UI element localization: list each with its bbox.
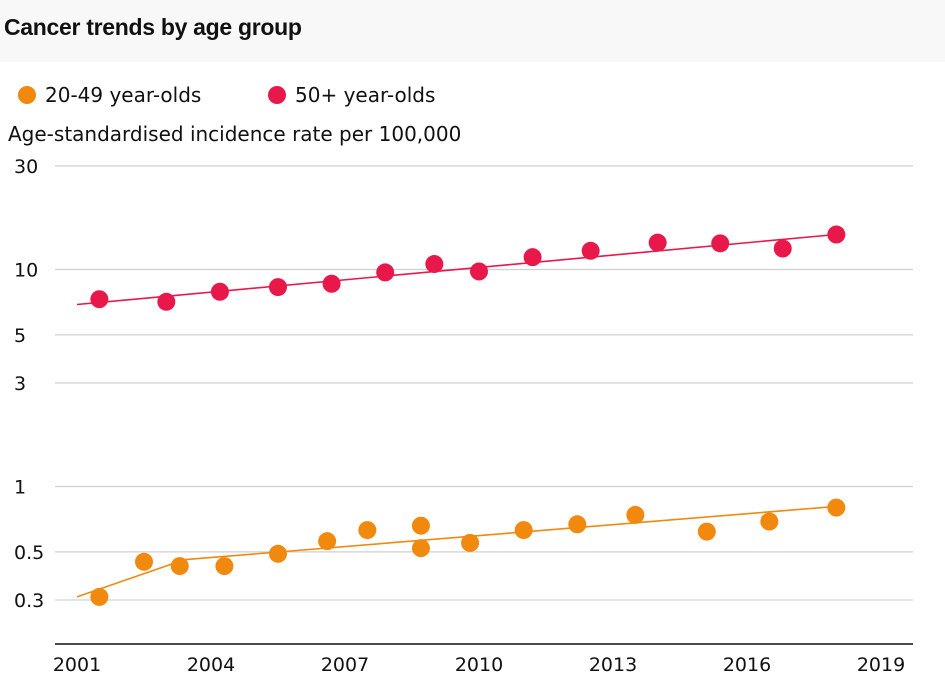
y-tick-label: 0.3	[14, 590, 44, 612]
data-point-series-0	[135, 552, 153, 571]
data-point-series-0	[626, 505, 645, 524]
trend-line-series-1	[76, 233, 837, 306]
data-point-series-0	[318, 532, 337, 551]
data-point-series-1	[711, 234, 730, 253]
y-tick-label: 5	[14, 325, 26, 347]
chart-title: Cancer trends by age group	[4, 14, 302, 40]
data-point-series-0	[170, 557, 189, 576]
data-point-series-0	[827, 498, 846, 517]
data-point-series-0	[215, 557, 234, 576]
data-point-series-1	[376, 263, 395, 282]
x-tick-label: 2010	[455, 654, 503, 676]
y-axis-label: Age-standardised incidence rate per 100,…	[8, 122, 461, 146]
data-point-series-1	[269, 278, 287, 297]
data-point-series-0	[760, 512, 779, 531]
data-point-series-1	[90, 290, 109, 309]
data-point-series-0	[697, 522, 716, 541]
x-tick-label: 2016	[723, 654, 771, 676]
x-tick-label: 2019	[857, 654, 905, 676]
data-point-series-0	[358, 521, 377, 540]
data-point-series-0	[411, 539, 430, 558]
data-point-series-0	[514, 521, 533, 540]
data-point-series-1	[648, 233, 667, 252]
grid	[55, 165, 913, 601]
y-tick-label: 30	[14, 156, 38, 178]
x-tick-label: 2001	[53, 654, 101, 676]
legend-marker-20-49	[18, 86, 36, 104]
data-point-series-1	[210, 282, 229, 301]
y-tick-label: 10	[14, 260, 38, 282]
x-tick-label: 2007	[321, 654, 369, 676]
y-tick-label: 3	[14, 373, 26, 395]
data-point-series-1	[470, 262, 488, 281]
x-tick-label: 2004	[187, 654, 235, 676]
y-tick-labels: 30 10 5 3 1 0.5 0.3	[14, 156, 44, 612]
data-point-series-1	[581, 241, 600, 260]
x-tick-labels: 2001 2004 2007 2010 2013 2016 2019	[53, 654, 905, 676]
data-point-series-0	[568, 515, 587, 534]
legend-marker-50-plus	[268, 86, 286, 104]
legend-label-20-49: 20-49 year-olds	[45, 83, 201, 107]
data-point-series-1	[827, 225, 846, 244]
legend-label-50-plus: 50+ year-olds	[295, 83, 435, 107]
data-point-series-1	[523, 248, 542, 267]
y-tick-label: 1	[14, 477, 26, 499]
data-point-series-0	[461, 533, 480, 552]
x-tick-label: 2013	[589, 654, 637, 676]
data-point-series-1	[425, 255, 444, 274]
data-point-series-1	[157, 292, 176, 311]
data-point-series-1	[322, 274, 341, 293]
legend: 20-49 year-olds 50+ year-olds	[18, 83, 435, 107]
title-bar: Cancer trends by age group	[0, 0, 945, 62]
data-points	[90, 225, 846, 606]
data-point-series-0	[411, 516, 430, 535]
data-point-series-0	[269, 544, 287, 563]
data-point-series-1	[773, 239, 792, 258]
trend-lines	[76, 233, 837, 598]
y-tick-label: 0.5	[14, 542, 44, 564]
data-point-series-0	[90, 587, 109, 606]
